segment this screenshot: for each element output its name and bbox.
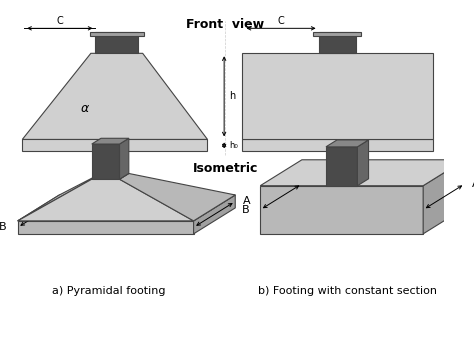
Text: Isometric: Isometric	[192, 162, 258, 175]
Polygon shape	[92, 174, 129, 179]
Polygon shape	[242, 139, 433, 152]
Polygon shape	[242, 53, 433, 139]
Polygon shape	[423, 160, 465, 234]
Text: A: A	[472, 179, 474, 189]
Polygon shape	[22, 53, 208, 139]
Text: Front  view: Front view	[186, 18, 264, 31]
Text: A: A	[243, 196, 250, 206]
Text: h: h	[229, 92, 235, 101]
Polygon shape	[92, 138, 129, 144]
Text: α: α	[80, 102, 89, 115]
Polygon shape	[326, 147, 357, 186]
Polygon shape	[18, 174, 101, 221]
Text: C: C	[278, 16, 284, 25]
Polygon shape	[92, 144, 119, 179]
Polygon shape	[22, 139, 208, 152]
Polygon shape	[119, 174, 235, 221]
Text: a) Pyramidal footing: a) Pyramidal footing	[52, 286, 165, 296]
Text: B: B	[242, 205, 249, 215]
Text: h₀: h₀	[229, 141, 237, 150]
Polygon shape	[18, 195, 235, 221]
Polygon shape	[357, 140, 369, 186]
Polygon shape	[193, 195, 235, 234]
Polygon shape	[326, 140, 369, 147]
Polygon shape	[18, 221, 193, 234]
Polygon shape	[260, 160, 465, 186]
Text: B: B	[0, 222, 7, 232]
Polygon shape	[313, 32, 361, 36]
Text: C: C	[56, 16, 63, 25]
Polygon shape	[319, 32, 356, 53]
Polygon shape	[260, 186, 423, 234]
Polygon shape	[18, 179, 193, 221]
Polygon shape	[119, 138, 129, 179]
Text: b) Footing with constant section: b) Footing with constant section	[258, 286, 438, 296]
Polygon shape	[95, 32, 138, 53]
Polygon shape	[90, 32, 144, 36]
